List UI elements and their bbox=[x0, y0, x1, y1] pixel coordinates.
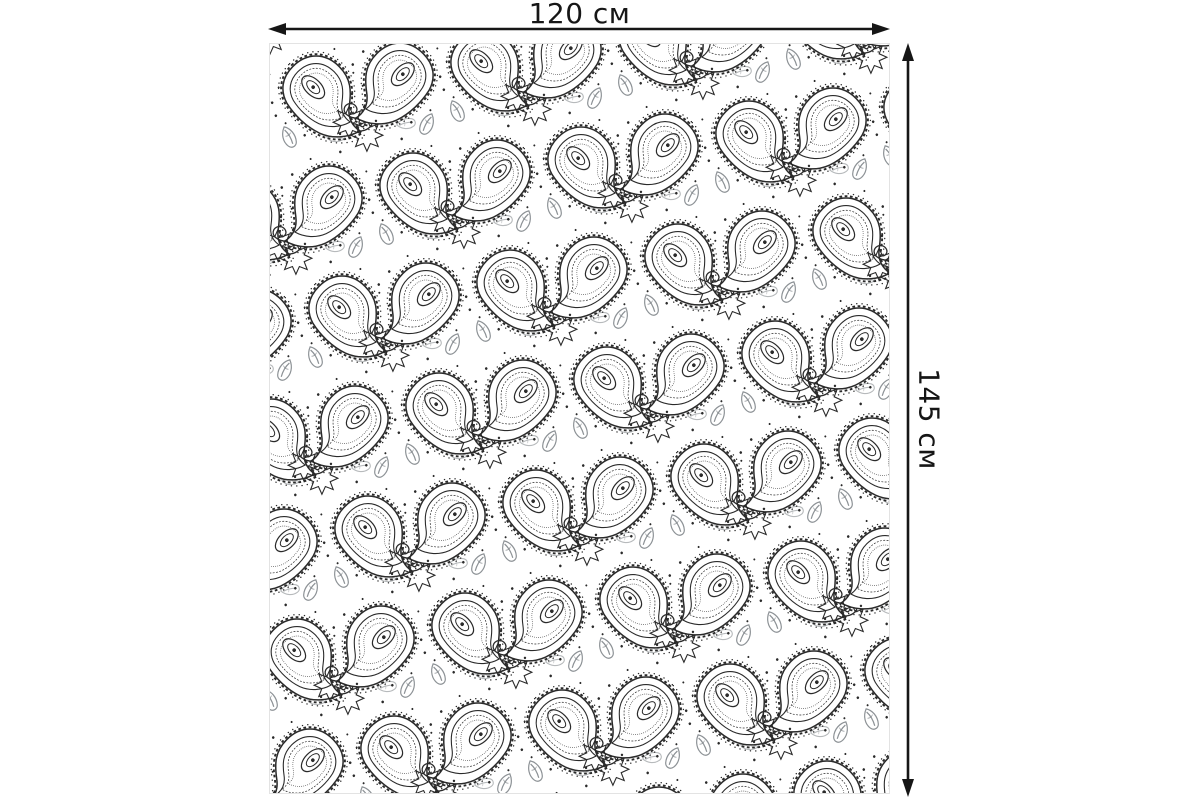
width-dimension-label: 120 см bbox=[528, 0, 631, 30]
arrow-right-head bbox=[872, 23, 890, 35]
arrow-up-head bbox=[902, 43, 914, 61]
height-dimension-label: 145 см bbox=[912, 368, 946, 470]
arrow-left-head bbox=[268, 23, 286, 35]
arrow-down-head bbox=[902, 779, 914, 797]
paisley-pattern bbox=[270, 44, 890, 794]
fabric-swatch bbox=[269, 43, 890, 794]
width-arrow bbox=[268, 23, 890, 35]
height-arrow bbox=[902, 43, 914, 797]
